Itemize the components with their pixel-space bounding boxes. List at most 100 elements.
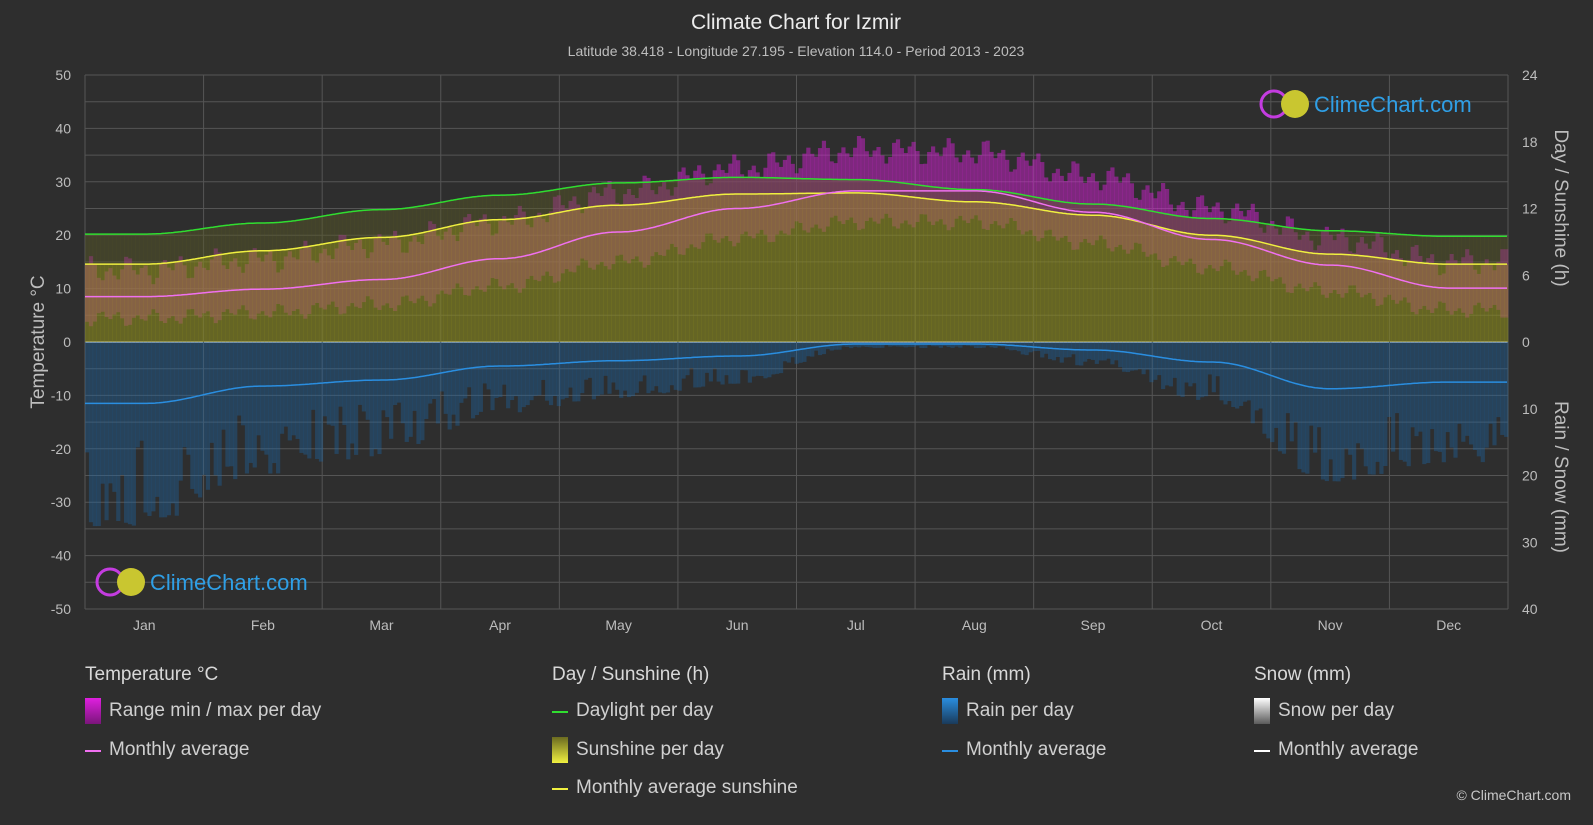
daylight-bar bbox=[1051, 200, 1057, 212]
rain-bar bbox=[334, 342, 339, 454]
rain-bar bbox=[798, 342, 803, 363]
daylight-bar bbox=[198, 229, 203, 259]
daylight-bar bbox=[1496, 236, 1501, 265]
daylight-bar bbox=[467, 197, 472, 223]
sunshine-bar bbox=[755, 193, 760, 342]
daylight-bar bbox=[509, 194, 515, 220]
daylight-bar bbox=[856, 179, 862, 193]
daylight-bar bbox=[404, 208, 409, 236]
daylight-bar bbox=[845, 179, 850, 193]
sunshine-bar bbox=[256, 250, 261, 342]
sunshine-bar bbox=[798, 193, 803, 342]
rain-bar bbox=[1414, 342, 1419, 437]
daylight-bar bbox=[272, 222, 277, 251]
rain-bar bbox=[369, 342, 374, 457]
temp-range-bar bbox=[1040, 162, 1045, 238]
rain-bar bbox=[810, 342, 815, 357]
rain-bar bbox=[1496, 342, 1501, 418]
daylight-bar bbox=[743, 177, 749, 195]
sunshine-bar bbox=[159, 263, 164, 342]
month-label: Nov bbox=[1318, 617, 1343, 633]
sunshine-bar bbox=[1238, 237, 1244, 342]
sunshine-bar bbox=[700, 196, 706, 342]
sunshine-bar bbox=[131, 264, 136, 342]
sunshine-bar bbox=[357, 238, 363, 342]
temp-range-bar bbox=[915, 151, 920, 222]
sunshine-bar bbox=[498, 219, 503, 342]
daylight-bar bbox=[525, 193, 530, 218]
sunshine-bar bbox=[802, 193, 807, 342]
sunshine-bar bbox=[533, 216, 538, 342]
sunshine-bar bbox=[1422, 263, 1427, 342]
daylight-bar bbox=[521, 193, 526, 219]
rain-bar bbox=[174, 342, 179, 516]
rain-bar bbox=[1476, 342, 1482, 457]
sunshine-bar bbox=[954, 201, 959, 342]
daylight-bar bbox=[256, 223, 261, 251]
rain-bar bbox=[361, 342, 367, 412]
daylight-bar bbox=[252, 223, 257, 251]
daylight-bar bbox=[739, 177, 745, 195]
daylight-bar bbox=[1402, 234, 1407, 262]
sunshine-bar bbox=[112, 264, 117, 342]
temp-range-bar bbox=[876, 147, 881, 224]
rain-bar bbox=[1215, 342, 1220, 377]
rain-bar bbox=[389, 342, 394, 439]
daylight-bar bbox=[755, 177, 760, 194]
sunshine-bar bbox=[568, 210, 573, 342]
rain-bar bbox=[155, 342, 160, 497]
left-tick-label: -50 bbox=[51, 601, 71, 617]
daylight-bar bbox=[1258, 222, 1263, 243]
daylight-bar bbox=[396, 208, 402, 237]
daylight-bar bbox=[1367, 232, 1372, 257]
legend-item: Monthly average bbox=[85, 739, 321, 778]
rain-bar bbox=[938, 342, 943, 348]
temp-range-bar bbox=[853, 147, 858, 224]
daylight-bar bbox=[669, 180, 674, 201]
sunshine-bar bbox=[1367, 256, 1372, 342]
temp-range-bar bbox=[1001, 149, 1006, 229]
rain-bar bbox=[1008, 342, 1014, 351]
sunshine-bar bbox=[467, 222, 472, 342]
left-tick-label: -10 bbox=[51, 387, 71, 403]
sunshine-bar bbox=[120, 264, 125, 342]
sunshine-bar bbox=[903, 196, 908, 342]
rain-bar bbox=[1094, 342, 1099, 364]
rain-bar bbox=[1375, 342, 1380, 462]
sunshine-bar bbox=[697, 196, 702, 342]
sunshine-bar bbox=[1316, 253, 1322, 342]
sunshine-bar bbox=[775, 193, 780, 342]
rain-bar bbox=[1079, 342, 1084, 366]
daylight-bar bbox=[229, 224, 234, 253]
daylight-bar bbox=[1227, 219, 1232, 237]
rain-bar bbox=[1305, 342, 1310, 474]
sunshine-bar bbox=[147, 264, 152, 342]
sunshine-bar bbox=[1149, 224, 1154, 342]
sunshine-bar bbox=[739, 194, 745, 342]
rain-bar bbox=[1203, 342, 1209, 397]
sunshine-bar bbox=[942, 200, 947, 342]
rain-bar bbox=[354, 342, 359, 455]
sunshine-bar bbox=[841, 192, 846, 342]
sunshine-bar bbox=[1161, 227, 1166, 342]
rain-bar bbox=[1465, 342, 1470, 436]
rain-bar bbox=[260, 342, 265, 451]
daylight-bar bbox=[1355, 231, 1361, 256]
daylight-bar bbox=[443, 201, 448, 228]
sunshine-bar bbox=[1270, 244, 1275, 342]
rain-bar bbox=[1133, 342, 1138, 371]
daylight-bar bbox=[1184, 216, 1189, 234]
rain-bar bbox=[1083, 342, 1088, 362]
rain-bar bbox=[654, 342, 659, 387]
rain-bar bbox=[669, 342, 674, 386]
sunshine-bar bbox=[1164, 228, 1170, 342]
rain-bar bbox=[1297, 342, 1302, 470]
sunshine-bar bbox=[420, 232, 425, 342]
sunshine-bar bbox=[724, 194, 729, 342]
rain-bar bbox=[467, 342, 472, 388]
daylight-bar bbox=[786, 178, 791, 194]
rain-bar bbox=[85, 342, 90, 453]
left-tick-label: 30 bbox=[55, 174, 71, 190]
daylight-bar bbox=[482, 195, 487, 221]
sunshine-bar bbox=[1453, 264, 1458, 342]
